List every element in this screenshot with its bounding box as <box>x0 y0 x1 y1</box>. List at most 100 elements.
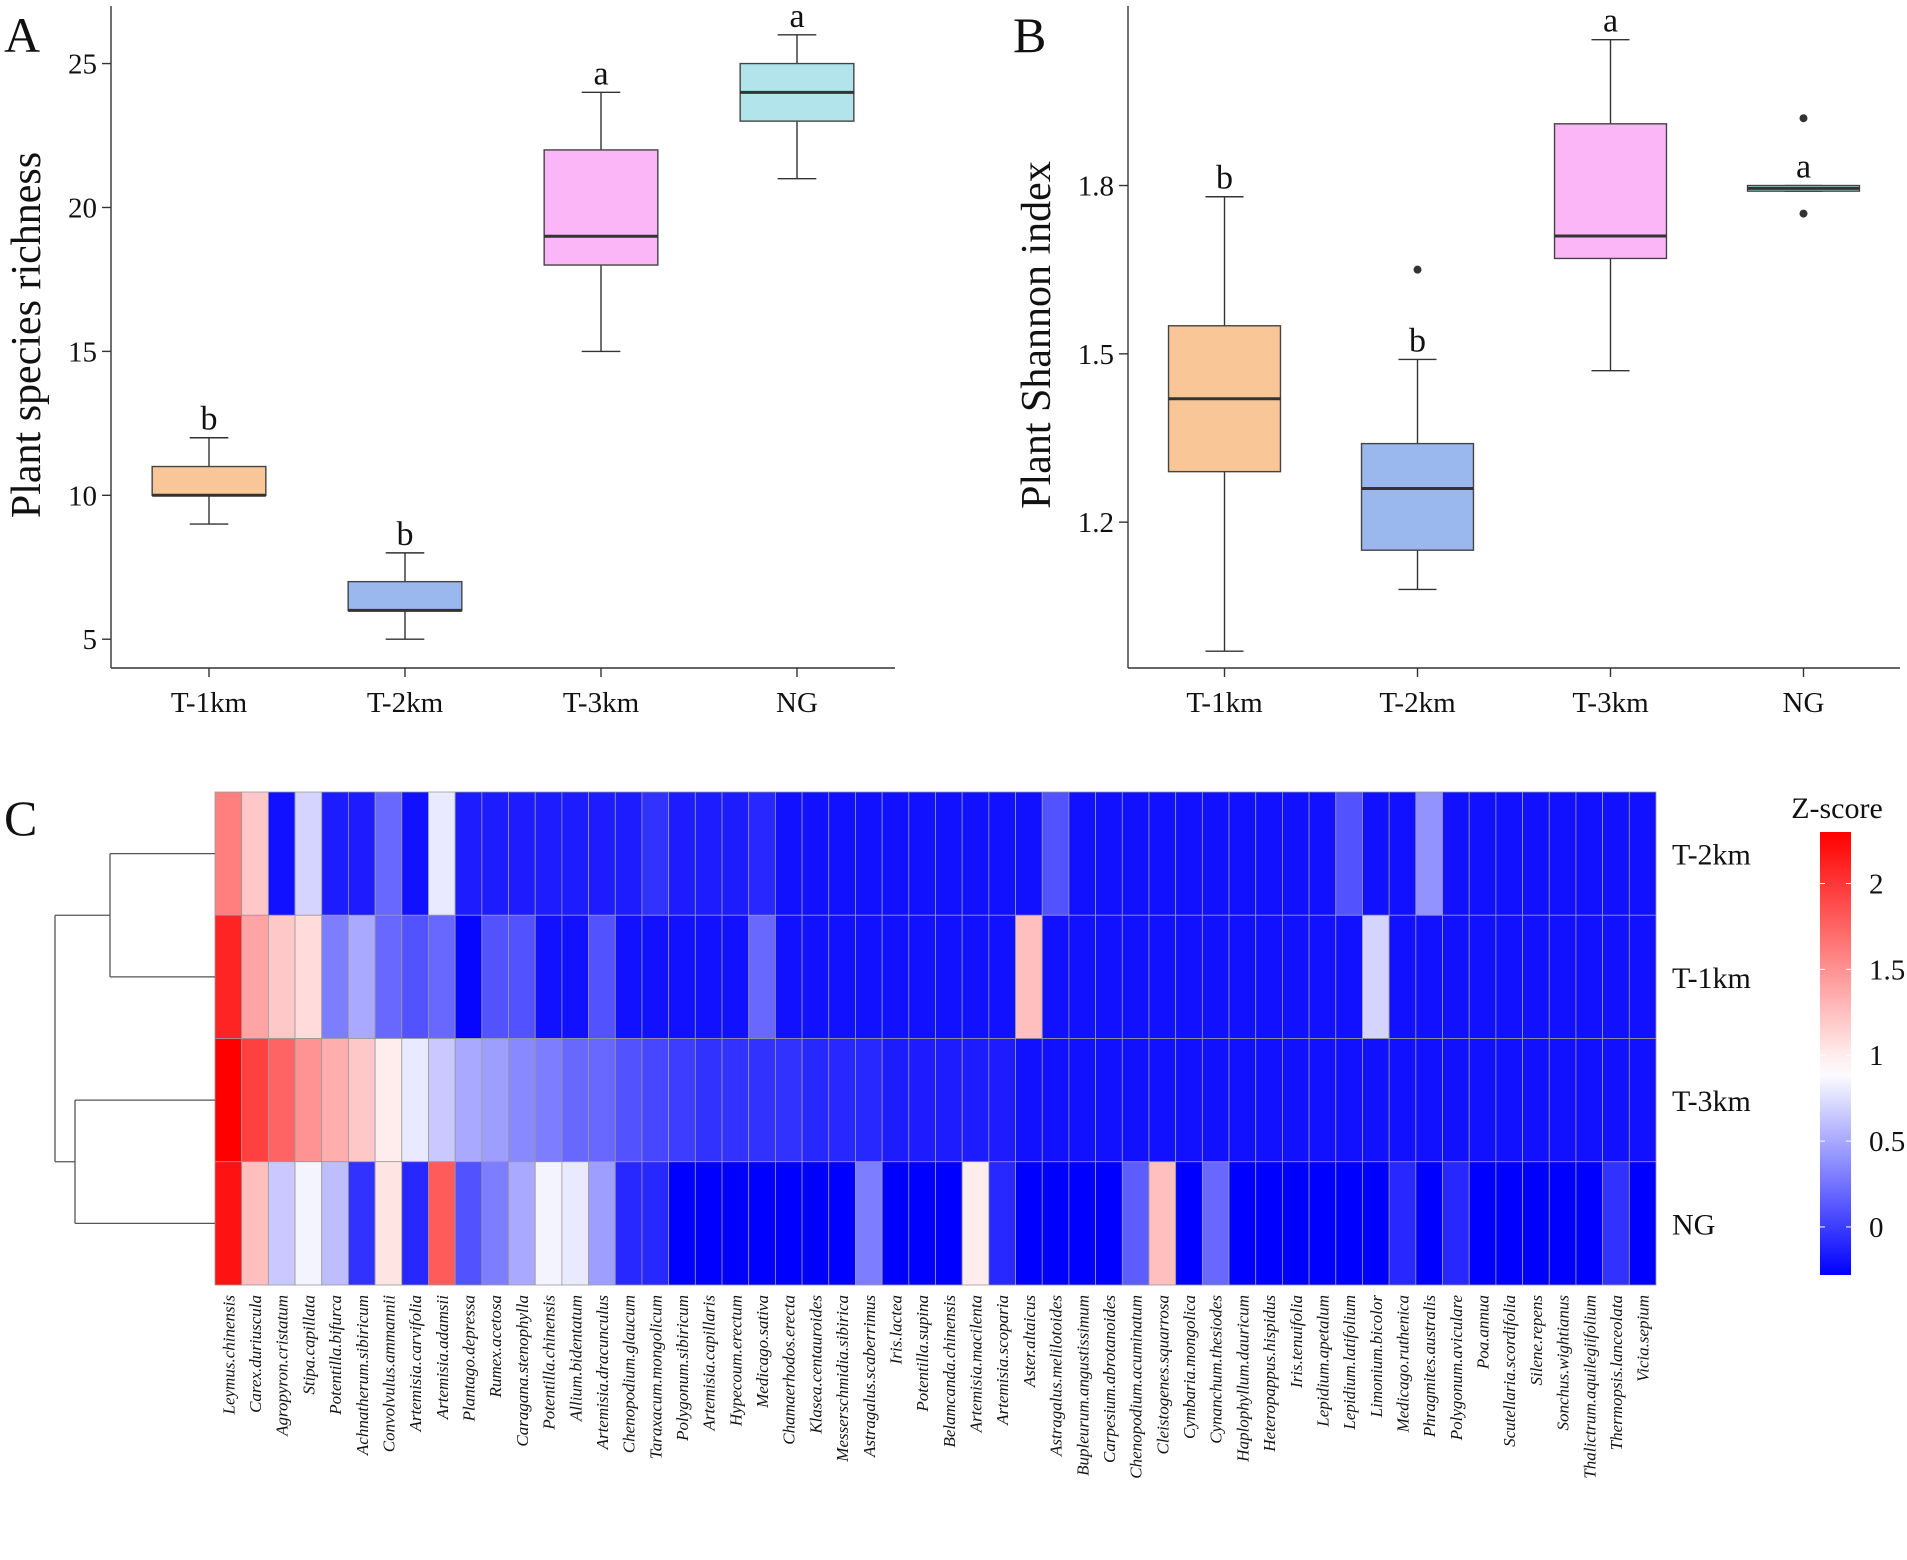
heatmap-column-label: Leymus.chinensis <box>219 1295 238 1416</box>
heatmap-column-label: Thalictrum.aquilegiifolium <box>1580 1295 1599 1479</box>
y-axis-label-b: Plant Shannon index <box>1014 161 1060 509</box>
heatmap-cell <box>988 1161 1016 1286</box>
b-box <box>1360 442 1475 551</box>
heatmap-column-label: Achnatherum.sibiricum <box>353 1295 372 1456</box>
heatmap-column-label: Polygonum.aviculare <box>1447 1295 1466 1442</box>
heatmap-cell <box>1255 791 1283 916</box>
heatmap-column-label: Haplophyllum.dauricum <box>1233 1295 1252 1463</box>
heatmap-column-label: Agropyron.cristatum <box>273 1295 292 1437</box>
heatmap-cell <box>241 914 269 1039</box>
heatmap-cell <box>348 791 376 916</box>
heatmap-column-label: Artemisia.carvifolia <box>406 1295 425 1432</box>
heatmap-cell <box>348 914 376 1039</box>
heatmap-cell <box>374 1161 403 1286</box>
a-x-tick-label: T-2km <box>367 687 444 719</box>
b-outlier-point <box>1799 114 1808 123</box>
heatmap-cell <box>561 1038 589 1163</box>
a-significance-letter: b <box>201 401 218 438</box>
panel-label-b: B <box>1013 7 1046 63</box>
heatmap-column-label: Cleistogenes.squarrosa <box>1153 1295 1172 1454</box>
heatmap-cell <box>1255 1161 1283 1286</box>
heatmap-cell <box>241 1038 269 1163</box>
heatmap-cell <box>1602 1038 1630 1163</box>
heatmap-cell <box>641 914 670 1039</box>
heatmap-cell <box>1335 1161 1363 1286</box>
heatmap-cell <box>1121 791 1150 916</box>
heatmap-cell <box>1628 791 1657 916</box>
heatmap-column-label: Plantago.depressa <box>460 1295 479 1422</box>
b-x-tick-label: T-2km <box>1379 687 1456 719</box>
heatmap-cell <box>1442 914 1470 1039</box>
panel-label-c: C <box>4 790 37 846</box>
heatmap-column-label: Iris.tenuifolia <box>1287 1295 1306 1389</box>
b-outlier-point <box>1413 265 1422 274</box>
a-y-tick-label: 20 <box>68 192 97 224</box>
heatmap-cell <box>961 791 990 916</box>
heatmap-cell <box>428 914 456 1039</box>
heatmap-cell <box>1575 1038 1604 1163</box>
heatmap-cell <box>1602 914 1630 1039</box>
heatmap-cell <box>294 914 323 1039</box>
heatmap-cell <box>721 1038 750 1163</box>
heatmap-row-label: T-1km <box>1672 962 1751 995</box>
heatmap-column-label: Medicago.ruthenica <box>1393 1295 1412 1433</box>
heatmap-cell <box>988 791 1016 916</box>
b-y-tick-label: 1.2 <box>1078 507 1114 539</box>
heatmap-cell <box>534 1161 563 1286</box>
heatmap-cell <box>1068 914 1097 1039</box>
heatmap-cell <box>668 1161 696 1286</box>
heatmap-column-label: Iris.lactea <box>886 1295 905 1365</box>
heatmap-cell <box>241 791 269 916</box>
heatmap-cell <box>1201 791 1230 916</box>
heatmap-cell <box>508 1038 536 1163</box>
heatmap-cell <box>908 1038 936 1163</box>
colorbar-tick-label: 2 <box>1869 869 1884 901</box>
heatmap-cell <box>801 1161 830 1286</box>
heatmap-cell <box>774 914 803 1039</box>
heatmap-cell <box>454 791 483 916</box>
heatmap-cell <box>534 914 563 1039</box>
heatmap-cell <box>855 914 883 1039</box>
heatmap-cell <box>1121 1161 1150 1286</box>
heatmap-cell <box>694 914 723 1039</box>
b-outlier-point <box>1799 209 1808 218</box>
heatmap-cell <box>321 914 349 1039</box>
a-significance-letter: b <box>397 516 414 553</box>
heatmap-column-label: Cymbaria.mongolica <box>1180 1295 1199 1439</box>
heatmap-column-label: Bupleurum.angustissimum <box>1073 1295 1092 1476</box>
heatmap-cell <box>428 1161 456 1286</box>
heatmap-column-label: Artemisia.scoparia <box>993 1295 1012 1426</box>
heatmap-cell <box>1041 1038 1070 1163</box>
heatmap-cell <box>1308 791 1337 916</box>
heatmap-cell <box>1362 1038 1390 1163</box>
heatmap-column-label: Poa.annua <box>1474 1295 1493 1370</box>
heatmap-cell <box>214 1161 243 1286</box>
heatmap-cell <box>401 791 429 916</box>
heatmap-cell <box>1175 914 1203 1039</box>
a-y-tick-label: 5 <box>83 624 98 656</box>
heatmap-column-label: Thermopsis.lanceolata <box>1607 1295 1626 1450</box>
heatmap-cell <box>641 791 670 916</box>
a-significance-letter: a <box>593 55 608 92</box>
colorbar-tick-label: 1 <box>1869 1040 1884 1072</box>
boxplot-panel-a: Plant species richness 5 10 15 20 25 T-1km b T-… <box>4 0 895 719</box>
heatmap-column-label: Messerschmidia.sibirica <box>833 1295 852 1463</box>
heatmap-cell <box>1335 791 1363 916</box>
b-significance-letter: a <box>1796 149 1811 186</box>
heatmap-cell <box>267 1161 296 1286</box>
heatmap-cell <box>214 1038 243 1163</box>
heatmap-cell <box>561 914 589 1039</box>
heatmap-cell <box>935 1038 963 1163</box>
heatmap-column-label: Phragmites.australis <box>1420 1295 1439 1439</box>
b-significance-letter: a <box>1603 3 1618 40</box>
heatmap-cell <box>748 914 776 1039</box>
heatmap-cell <box>748 1038 776 1163</box>
heatmap-column-label: Chenopodium.acuminatum <box>1127 1295 1146 1479</box>
heatmap-cell <box>1548 914 1577 1039</box>
heatmap-cell <box>1628 914 1657 1039</box>
heatmap-cell <box>214 791 243 916</box>
heatmap-cell <box>1121 914 1150 1039</box>
heatmap-cell <box>1121 1038 1150 1163</box>
heatmap-cell <box>614 791 643 916</box>
heatmap-cell <box>454 1038 483 1163</box>
